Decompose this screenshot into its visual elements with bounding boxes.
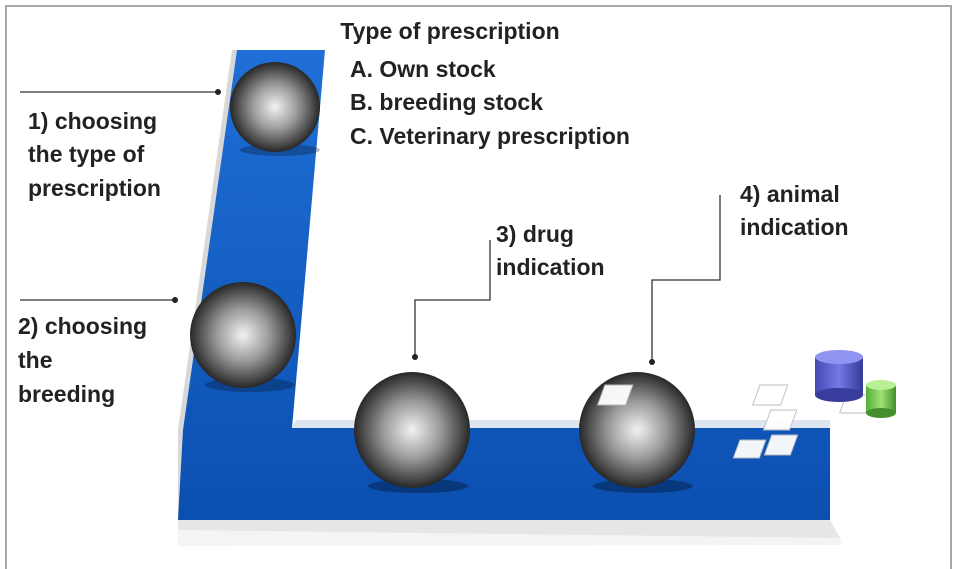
sphere <box>354 372 470 488</box>
sphere <box>190 282 296 388</box>
step-label: the type of <box>28 141 145 167</box>
title: Type of prescription <box>340 18 559 44</box>
step-label: 1) choosing <box>28 108 157 134</box>
step-label: 3) drug <box>496 221 574 247</box>
step-label: 4) animal <box>740 181 840 207</box>
sphere <box>579 372 695 488</box>
option: A. Own stock <box>350 56 496 82</box>
step-label: breeding <box>18 381 115 407</box>
step-label: the <box>18 347 53 373</box>
sphere <box>230 62 320 152</box>
step-label: indication <box>496 254 605 280</box>
option: B. breeding stock <box>350 89 543 115</box>
step-label: 2) choosing <box>18 313 147 339</box>
step-label: indication <box>740 214 849 240</box>
diagram: Type of prescription A. Own stock B. bre… <box>0 0 957 569</box>
option: C. Veterinary prescription <box>350 123 630 149</box>
step-label: prescription <box>28 175 161 201</box>
